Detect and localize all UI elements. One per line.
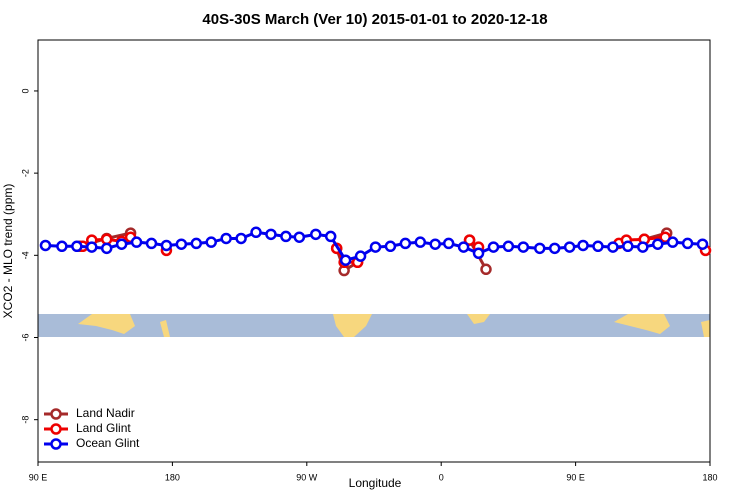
point: [414, 236, 427, 248]
point: [115, 238, 128, 250]
point: [472, 247, 485, 260]
legend-marker: [50, 423, 62, 435]
point: [324, 230, 337, 243]
x-tick-label: 0: [439, 472, 444, 482]
legend-label: Land Nadir: [76, 406, 135, 420]
point: [442, 237, 455, 250]
point: [369, 241, 382, 253]
point: [502, 240, 515, 253]
point: [100, 233, 113, 246]
point: [205, 236, 217, 248]
point: [384, 240, 397, 253]
point: [250, 226, 262, 239]
legend-marker: [50, 438, 62, 450]
point: [190, 237, 203, 250]
y-tick-label: -4: [20, 251, 30, 259]
point: [607, 241, 619, 253]
point: [517, 241, 530, 253]
point: [235, 232, 247, 245]
point: [160, 239, 173, 252]
point: [145, 237, 158, 250]
point: [339, 254, 352, 266]
point: [548, 242, 561, 255]
point: [681, 237, 694, 250]
y-tick-label: -2: [20, 169, 30, 177]
point: [265, 228, 277, 241]
point: [71, 240, 83, 253]
x-tick-label: 180: [702, 472, 717, 482]
legend-label: Ocean Glint: [76, 436, 140, 450]
x-tick-label: 90 W: [296, 472, 318, 482]
point: [56, 240, 68, 253]
x-tick-label: 180: [165, 472, 180, 482]
point: [100, 242, 113, 255]
point: [280, 230, 292, 243]
point: [592, 240, 604, 253]
point: [354, 250, 367, 262]
x-tick-label: 90 E: [566, 472, 585, 482]
point: [534, 242, 546, 255]
point: [399, 237, 412, 250]
legend-label: Land Glint: [76, 421, 131, 435]
y-axis-label: XCO2 - MLO trend (ppm): [1, 184, 15, 319]
point: [293, 231, 306, 243]
point: [175, 238, 188, 250]
point: [480, 263, 492, 276]
point: [220, 232, 232, 245]
point: [429, 238, 441, 250]
y-tick-label: -6: [20, 333, 30, 341]
point: [696, 238, 709, 250]
point: [457, 241, 470, 253]
map-strip: [38, 314, 710, 337]
point: [622, 240, 634, 253]
point: [39, 239, 52, 252]
series: [39, 226, 709, 266]
point: [577, 239, 589, 252]
point: [86, 241, 98, 253]
x-axis-label: Longitude: [349, 476, 402, 490]
point: [310, 228, 322, 241]
x-tick-label: 90 E: [29, 472, 48, 482]
point: [666, 236, 679, 248]
legend-marker: [50, 408, 62, 420]
point: [651, 238, 664, 250]
point: [463, 234, 476, 246]
chart-title: 40S-30S March (Ver 10) 2015-01-01 to 202…: [202, 11, 547, 28]
point: [130, 236, 143, 248]
point: [487, 241, 500, 253]
y-tick-label: -8: [20, 416, 30, 424]
point: [637, 241, 649, 253]
y-tick-label: 0: [20, 88, 30, 93]
point: [563, 241, 576, 253]
